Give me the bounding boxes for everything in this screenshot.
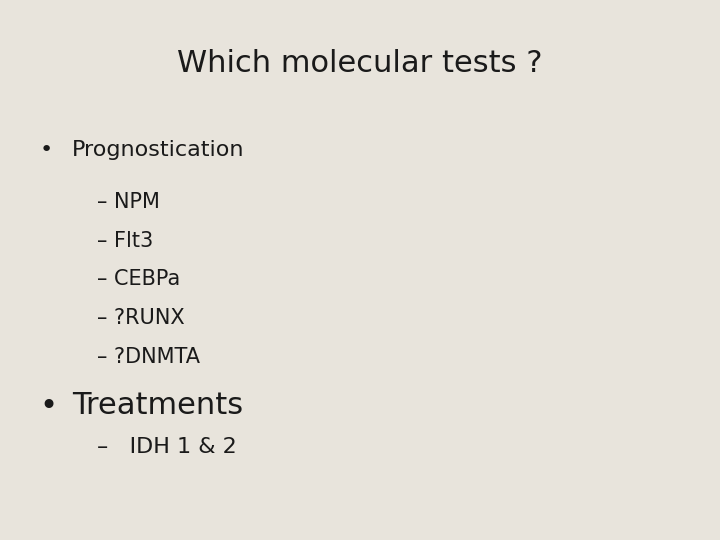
Text: – ?RUNX: – ?RUNX bbox=[97, 308, 185, 328]
Text: – ?DNMTA: – ?DNMTA bbox=[97, 347, 200, 367]
Text: Treatments: Treatments bbox=[72, 392, 243, 421]
Text: – Flt3: – Flt3 bbox=[97, 231, 153, 251]
Text: Which molecular tests ?: Which molecular tests ? bbox=[177, 49, 543, 78]
Text: •: • bbox=[40, 392, 58, 421]
Text: – CEBPa: – CEBPa bbox=[97, 269, 181, 289]
Text: – NPM: – NPM bbox=[97, 192, 160, 212]
Text: Prognostication: Prognostication bbox=[72, 140, 245, 160]
Text: –   IDH 1 & 2: – IDH 1 & 2 bbox=[97, 437, 237, 457]
Text: •: • bbox=[40, 140, 53, 160]
